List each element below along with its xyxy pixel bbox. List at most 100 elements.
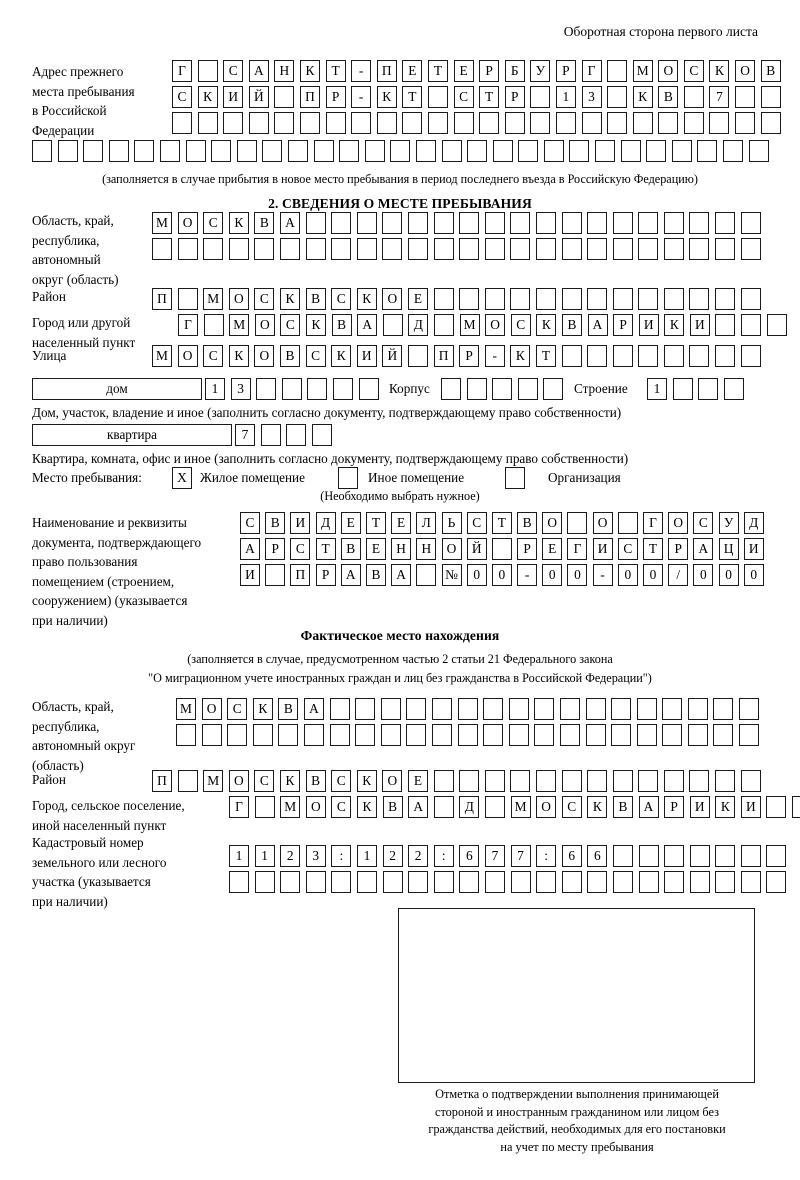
char-cell[interactable]: В bbox=[305, 288, 326, 310]
char-cell[interactable]: П bbox=[152, 288, 172, 310]
char-cell[interactable] bbox=[406, 724, 427, 746]
char-cell[interactable]: И bbox=[740, 796, 761, 818]
char-cell[interactable] bbox=[518, 140, 539, 162]
char-cell[interactable] bbox=[459, 238, 480, 260]
char-cell[interactable] bbox=[152, 238, 172, 260]
char-cell[interactable]: Н bbox=[391, 538, 412, 560]
char-cell[interactable] bbox=[663, 345, 684, 367]
char-cell[interactable] bbox=[134, 140, 155, 162]
char-cell[interactable] bbox=[740, 871, 761, 893]
char-cell[interactable]: С bbox=[305, 345, 326, 367]
char-cell[interactable] bbox=[713, 698, 734, 720]
char-cell[interactable]: О bbox=[254, 314, 275, 336]
char-cell[interactable]: С bbox=[331, 288, 352, 310]
char-cell[interactable] bbox=[740, 770, 761, 792]
char-cell[interactable]: 0 bbox=[567, 564, 588, 586]
char-cell[interactable]: К bbox=[252, 698, 273, 720]
char-cell[interactable] bbox=[530, 112, 551, 134]
char-cell[interactable]: Т bbox=[325, 60, 346, 82]
char-cell[interactable] bbox=[459, 770, 480, 792]
char-cell[interactable]: М bbox=[280, 796, 301, 818]
char-cell[interactable] bbox=[662, 698, 683, 720]
char-cell[interactable] bbox=[484, 871, 505, 893]
char-cell[interactable]: А bbox=[340, 564, 361, 586]
char-cell[interactable] bbox=[658, 112, 679, 134]
char-cell[interactable]: О bbox=[668, 512, 689, 534]
char-cell[interactable]: С bbox=[510, 314, 531, 336]
char-cell[interactable] bbox=[664, 845, 685, 867]
char-cell[interactable] bbox=[555, 112, 576, 134]
char-cell[interactable] bbox=[735, 86, 756, 108]
char-cell[interactable] bbox=[433, 770, 454, 792]
char-cell[interactable]: П bbox=[290, 564, 311, 586]
char-cell[interactable]: 0 bbox=[743, 564, 764, 586]
char-cell[interactable] bbox=[201, 724, 222, 746]
char-cell[interactable] bbox=[535, 770, 556, 792]
char-cell[interactable]: С bbox=[453, 86, 474, 108]
char-cell[interactable]: Д bbox=[408, 314, 429, 336]
char-cell[interactable] bbox=[256, 378, 277, 400]
char-cell[interactable]: 0 bbox=[693, 564, 714, 586]
char-cell[interactable] bbox=[339, 140, 360, 162]
char-cell[interactable] bbox=[483, 724, 504, 746]
char-cell[interactable]: Р bbox=[504, 86, 525, 108]
char-cell[interactable]: К bbox=[536, 314, 557, 336]
checkbox-organization[interactable] bbox=[505, 467, 525, 489]
char-cell[interactable] bbox=[739, 698, 760, 720]
char-cell[interactable] bbox=[587, 212, 608, 234]
char-cell[interactable]: В bbox=[365, 564, 386, 586]
char-cell[interactable] bbox=[561, 871, 582, 893]
char-cell[interactable]: П bbox=[376, 60, 397, 82]
char-cell[interactable]: В bbox=[331, 314, 352, 336]
char-cell[interactable] bbox=[197, 60, 218, 82]
char-cell[interactable]: П bbox=[152, 770, 172, 792]
char-cell[interactable] bbox=[197, 112, 218, 134]
char-cell[interactable] bbox=[607, 86, 628, 108]
char-cell[interactable]: 3 bbox=[581, 86, 602, 108]
char-cell[interactable]: К bbox=[228, 345, 249, 367]
char-cell[interactable] bbox=[252, 724, 273, 746]
char-cell[interactable] bbox=[662, 724, 683, 746]
char-cell[interactable]: Т bbox=[315, 538, 336, 560]
char-cell[interactable] bbox=[740, 845, 761, 867]
char-cell[interactable]: М bbox=[459, 314, 480, 336]
char-cell[interactable]: О bbox=[254, 345, 275, 367]
char-cell[interactable]: В bbox=[340, 538, 361, 560]
char-cell[interactable] bbox=[431, 698, 452, 720]
char-cell[interactable]: Л bbox=[416, 512, 437, 534]
char-cell[interactable]: 6 bbox=[459, 845, 480, 867]
char-cell[interactable]: В bbox=[265, 512, 286, 534]
char-cell[interactable] bbox=[760, 86, 781, 108]
char-cell[interactable] bbox=[254, 238, 275, 260]
char-cell[interactable] bbox=[535, 212, 556, 234]
char-cell[interactable] bbox=[185, 140, 206, 162]
char-cell[interactable]: К bbox=[356, 796, 377, 818]
char-cell[interactable] bbox=[433, 212, 454, 234]
char-cell[interactable] bbox=[286, 424, 307, 446]
char-cell[interactable] bbox=[331, 238, 352, 260]
char-cell[interactable] bbox=[636, 698, 657, 720]
char-cell[interactable]: П bbox=[433, 345, 454, 367]
char-cell[interactable]: Е bbox=[340, 512, 361, 534]
char-cell[interactable]: : bbox=[536, 845, 557, 867]
char-cell[interactable]: У bbox=[718, 512, 739, 534]
char-cell[interactable] bbox=[585, 698, 606, 720]
char-cell[interactable] bbox=[689, 770, 710, 792]
char-cell[interactable] bbox=[177, 288, 198, 310]
char-cell[interactable] bbox=[766, 871, 787, 893]
char-cell[interactable] bbox=[433, 314, 454, 336]
char-cell[interactable]: Н bbox=[274, 60, 295, 82]
char-cell[interactable] bbox=[407, 345, 428, 367]
char-cell[interactable] bbox=[223, 112, 244, 134]
char-cell[interactable]: О bbox=[201, 698, 222, 720]
stroenie-row[interactable]: 1 bbox=[647, 378, 749, 400]
char-cell[interactable] bbox=[427, 86, 448, 108]
char-cell[interactable] bbox=[612, 345, 633, 367]
char-cell[interactable] bbox=[510, 871, 531, 893]
char-cell[interactable]: С bbox=[172, 86, 192, 108]
char-cell[interactable] bbox=[510, 770, 531, 792]
char-cell[interactable]: Г bbox=[581, 60, 602, 82]
char-cell[interactable] bbox=[484, 796, 505, 818]
